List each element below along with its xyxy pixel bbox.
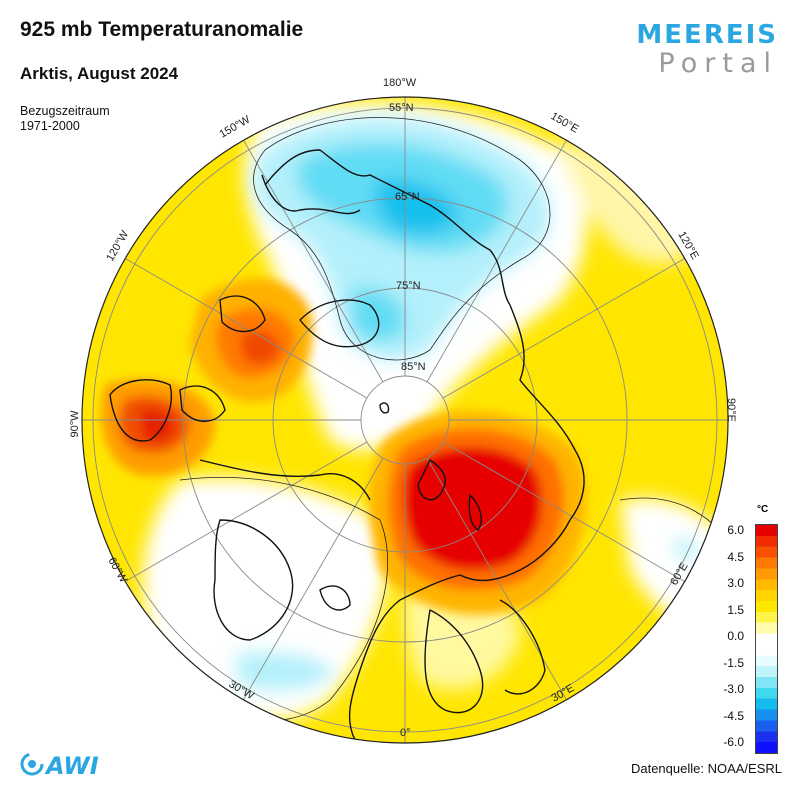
legend-unit: °C [757,504,769,515]
lat-label-55: 55°N [389,102,414,114]
legend-tick-label: -6.0 [723,735,744,749]
meereis-portal-logo[interactable]: MEEREIS Portal [636,20,778,79]
awi-logo-icon: AWI [20,752,99,780]
lon-label-90e: 90°E [725,398,737,422]
legend-tick-label: -1.5 [723,655,744,670]
legend-tick-label: 6.0 [727,523,744,537]
lon-label-150e: 150°E [549,110,581,135]
reference-period-years: 1971-2000 [20,119,80,133]
meridian-line [239,457,384,707]
lat-label-65: 65°N [395,191,420,203]
reference-period: Bezugszeitraum 1971-2000 [20,104,110,134]
meridian-line [442,254,692,399]
brand-name-line2: Portal [658,48,778,79]
map-subtitle: Arktis, August 2024 [20,64,179,83]
meridian-line [426,133,571,383]
meridian-line [118,254,368,399]
reference-period-label: Bezugszeitraum [20,104,110,118]
lat-label-85: 85°N [401,361,426,373]
graticule [82,97,728,743]
meridian-line [118,441,368,586]
coastlines [109,149,585,741]
lon-label-180w: 180°W [383,77,417,89]
legend-tick-label: -3.0 [723,682,744,696]
meridian-line [239,133,384,383]
lon-label-150w: 150°W [218,113,253,140]
map-title: 925 mb Temperaturanomalie [20,18,304,41]
awi-logo-text: AWI [44,752,99,780]
meridian-line [426,457,571,707]
map-border [81,96,729,744]
legend-tick-label: -4.5 [723,708,744,723]
lon-label-0: 0° [400,727,411,739]
lat-label-75: 75°N [396,280,421,292]
legend-tick-label: 0.0 [727,629,744,643]
legend-tick-label: 4.5 [727,549,744,564]
legend-tick-label: 1.5 [727,602,744,617]
legend-tick-label: 3.0 [727,576,744,590]
anomaly-field [82,97,728,743]
brand-name-line1: MEEREIS [636,20,778,50]
data-source: Datenquelle: NOAA/ESRL [630,761,782,776]
meridian-line [442,441,692,586]
legend-colorbar [755,524,778,754]
awi-logo[interactable]: AWI [16,742,106,787]
lon-label-90w: 90°W [69,410,81,438]
